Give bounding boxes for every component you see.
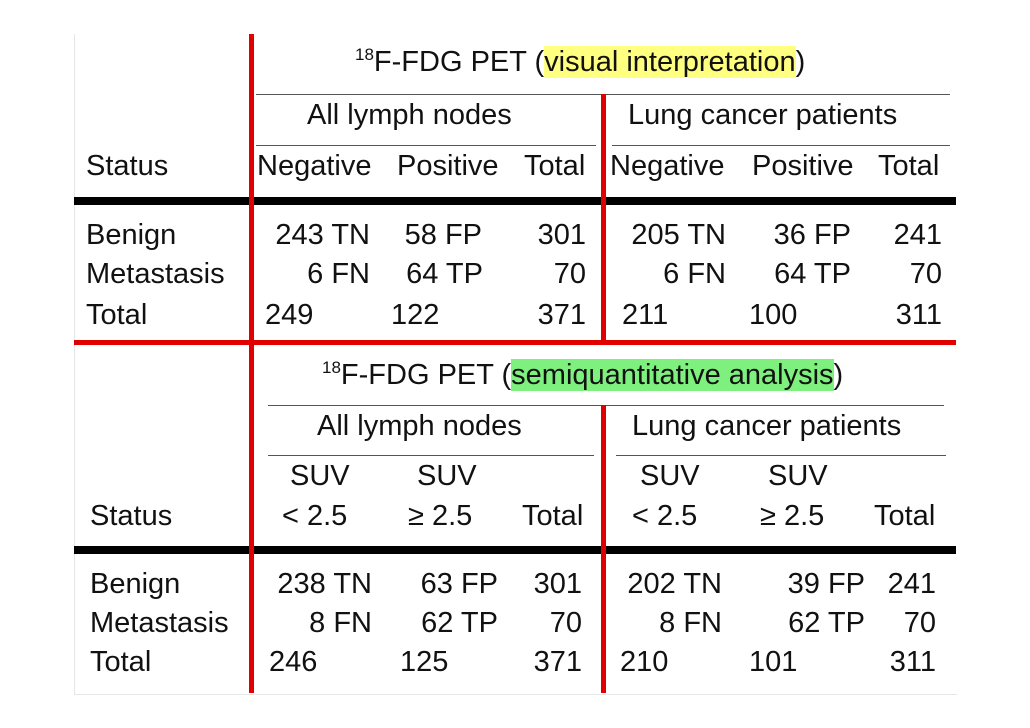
cell: 70 — [553, 258, 586, 290]
panel-divider — [74, 340, 956, 345]
column-header-top: SUV — [290, 460, 350, 492]
cell: 311 — [895, 299, 942, 331]
cell: 249 — [265, 299, 314, 331]
row-label: Total — [90, 646, 152, 678]
cell: 122 — [391, 299, 440, 331]
group-rule-left — [268, 455, 594, 456]
cell: 210 — [620, 646, 669, 678]
group-header-left: All lymph nodes — [317, 410, 522, 442]
column-header: Negative — [257, 150, 372, 182]
title-highlight: semiquantitative analysis — [511, 359, 834, 391]
row-label: Benign — [90, 568, 181, 600]
column-header-top: SUV — [417, 460, 477, 492]
cell: 301 — [533, 568, 582, 600]
cell: 371 — [533, 646, 582, 678]
cell: 62 TP — [421, 607, 498, 639]
cell: 241 — [887, 568, 936, 600]
panel-title: 18F-FDG PET (visual interpretation) — [355, 45, 806, 78]
cell: 64 TP — [774, 258, 851, 290]
cell: 70 — [909, 258, 942, 290]
header-rule — [74, 197, 956, 205]
cell: 246 — [269, 646, 318, 678]
header-rule — [74, 546, 956, 554]
cell: 36 FP — [773, 219, 851, 251]
row-label: Metastasis — [86, 258, 225, 290]
cell: 8 FN — [309, 607, 372, 639]
cell: 6 FN — [307, 258, 370, 290]
column-header: Total — [522, 500, 584, 532]
column-header: Total — [874, 500, 936, 532]
divider-vertical-center-top — [601, 94, 606, 343]
cell: 371 — [537, 299, 586, 331]
status-header: Status — [86, 150, 169, 182]
group-rule-right — [616, 455, 946, 456]
divider-vertical-left — [249, 34, 254, 693]
divider-vertical-center-bottom — [601, 405, 606, 693]
title-highlight: visual interpretation — [544, 46, 796, 78]
row-label: Metastasis — [90, 607, 229, 639]
cell: 101 — [749, 646, 798, 678]
cell: 243 TN — [275, 219, 370, 251]
column-header: < 2.5 — [282, 500, 348, 532]
column-header: ≥ 2.5 — [760, 500, 825, 532]
column-header-top: SUV — [768, 460, 828, 492]
cell: 100 — [749, 299, 798, 331]
cell: 62 TP — [788, 607, 865, 639]
cell: 202 TN — [627, 568, 722, 600]
title-rule — [268, 405, 944, 406]
cell: 70 — [549, 607, 582, 639]
column-header: < 2.5 — [632, 500, 698, 532]
table-frame — [74, 34, 957, 695]
row-label: Benign — [86, 219, 177, 251]
column-header-top: SUV — [640, 460, 700, 492]
cell: 8 FN — [659, 607, 722, 639]
cell: 58 FP — [404, 219, 482, 251]
column-header: ≥ 2.5 — [408, 500, 473, 532]
status-header: Status — [90, 500, 173, 532]
group-rule-right — [612, 145, 950, 146]
cell: 6 FN — [663, 258, 726, 290]
cell: 125 — [400, 646, 449, 678]
cell: 39 FP — [787, 568, 865, 600]
group-rule-left — [256, 145, 596, 146]
column-header: Negative — [610, 150, 725, 182]
cell: 63 FP — [420, 568, 498, 600]
panel-title: 18F-FDG PET (semiquantitative analysis) — [322, 358, 844, 391]
column-header: Positive — [397, 150, 499, 182]
cell: 241 — [893, 219, 942, 251]
cell: 211 — [622, 299, 669, 331]
cell: 205 TN — [631, 219, 726, 251]
group-header-right: Lung cancer patients — [632, 410, 902, 442]
column-header: Positive — [752, 150, 854, 182]
column-header: Total — [524, 150, 586, 182]
column-header: Total — [878, 150, 940, 182]
cell: 70 — [903, 607, 936, 639]
cell: 238 TN — [277, 568, 372, 600]
group-header-right: Lung cancer patients — [628, 99, 898, 131]
cell: 301 — [537, 219, 586, 251]
row-label: Total — [86, 299, 148, 331]
group-header-left: All lymph nodes — [307, 99, 512, 131]
cell: 311 — [889, 646, 936, 678]
cell: 64 TP — [406, 258, 483, 290]
